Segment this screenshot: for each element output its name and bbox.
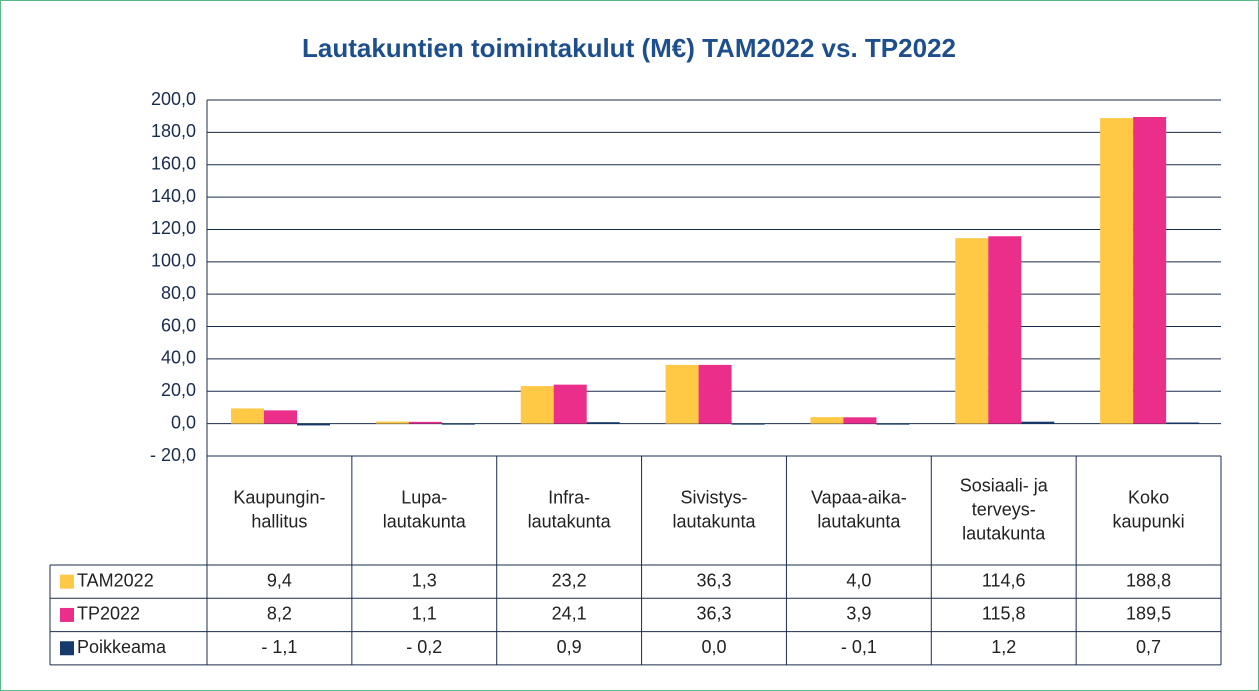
legend-label: Poikkeama [77,637,167,657]
bar [665,364,699,424]
y-tick-label: 140,0 [151,186,196,206]
table-value: 0,9 [557,637,582,657]
y-tick-label: 200,0 [151,89,196,109]
x-tick-label: Lupa- [401,487,447,507]
table-value: 24,1 [552,604,587,624]
y-tick-label: 0,0 [171,412,196,432]
y-tick-label: 40,0 [161,348,196,368]
table-value: 1,3 [412,570,437,590]
y-tick-label: 160,0 [151,153,196,173]
x-tick-label: Infra- [548,487,590,507]
bar [731,423,765,425]
x-tick-label: lautakunta [528,511,612,531]
bar [1166,422,1200,424]
table-value: 189,5 [1126,604,1171,624]
table-value: 114,6 [982,570,1026,590]
legend-swatch [60,574,74,589]
bar [375,421,409,424]
bar [698,364,732,424]
table-value: - 0,2 [406,637,442,657]
table-value: 36,3 [696,604,731,624]
bar [1100,118,1134,424]
table-value: 1,2 [991,637,1016,657]
legend-swatch [60,641,74,656]
bar [1021,421,1055,424]
bar [810,417,844,424]
y-tick-label: 20,0 [161,380,196,400]
table-value: 0,0 [701,637,726,657]
x-tick-label: Vapaa-aika- [811,487,907,507]
table-value: 1,1 [412,604,437,624]
x-tick-label: Kaupungin- [233,487,325,507]
y-tick-label: 180,0 [151,121,196,141]
bar [1133,116,1167,424]
bar [520,386,554,424]
table-value: 115,8 [982,604,1026,624]
legend-swatch [60,607,74,622]
y-tick-label: - 20,0 [150,445,196,465]
bar [876,423,910,425]
y-tick-label: 120,0 [151,218,196,238]
bar [441,423,475,425]
x-tick-label: Sosiaali- ja [960,475,1049,495]
x-tick-label: lautakunta [962,523,1046,543]
y-tick-label: 60,0 [161,315,196,335]
table-value: 3,9 [846,604,871,624]
x-tick-label: terveys- [972,499,1036,519]
x-tick-label: lautakunta [672,511,756,531]
table-value: 9,4 [267,570,292,590]
table-value: 36,3 [696,570,731,590]
x-tick-label: kaupunki [1113,511,1185,531]
y-tick-label: 80,0 [161,283,196,303]
legend-label: TP2022 [77,604,140,624]
table-value: - 1,1 [261,637,297,657]
bar [553,384,587,424]
bar [231,408,264,424]
table-value: 188,8 [1126,570,1171,590]
x-tick-label: Koko [1128,487,1169,507]
bar [408,421,442,424]
chart-title: Lautakuntien toimintakulut (M€) TAM2022 … [302,33,956,63]
x-tick-label: hallitus [251,511,307,531]
x-tick-label: lautakunta [817,511,901,531]
table-value: 4,0 [846,570,871,590]
bar [955,238,989,424]
table-value: 23,2 [552,570,587,590]
y-tick-label: 100,0 [151,251,196,271]
legend-label: TAM2022 [77,570,154,590]
bar [586,422,620,424]
x-tick-label: lautakunta [383,511,467,531]
bar [988,236,1022,424]
bar [264,410,297,424]
bar [843,417,877,424]
table-value: 8,2 [267,604,292,624]
x-tick-label: Sivistys- [681,487,748,507]
table-value: 0,7 [1136,637,1161,657]
bar [297,423,330,426]
table-value: - 0,1 [841,637,877,657]
